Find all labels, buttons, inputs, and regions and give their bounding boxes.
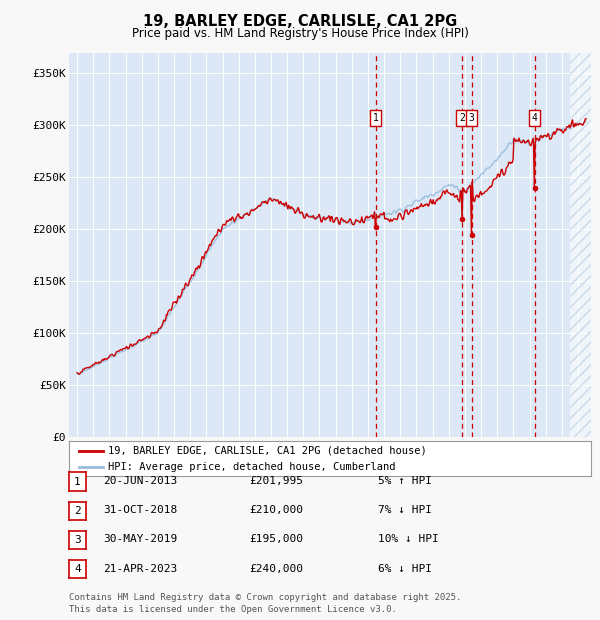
Bar bbox=[570, 53, 591, 437]
Text: 6% ↓ HPI: 6% ↓ HPI bbox=[378, 564, 432, 574]
Text: 20-JUN-2013: 20-JUN-2013 bbox=[103, 476, 178, 486]
Text: 7% ↓ HPI: 7% ↓ HPI bbox=[378, 505, 432, 515]
Text: 4: 4 bbox=[74, 564, 81, 574]
Text: Contains HM Land Registry data © Crown copyright and database right 2025.
This d: Contains HM Land Registry data © Crown c… bbox=[69, 593, 461, 614]
Text: £240,000: £240,000 bbox=[249, 564, 303, 574]
Text: 3: 3 bbox=[74, 535, 81, 545]
Text: 2: 2 bbox=[74, 506, 81, 516]
Text: 21-APR-2023: 21-APR-2023 bbox=[103, 564, 178, 574]
Text: £201,995: £201,995 bbox=[249, 476, 303, 486]
Text: 2: 2 bbox=[459, 113, 465, 123]
Text: 3: 3 bbox=[469, 113, 475, 123]
Text: 31-OCT-2018: 31-OCT-2018 bbox=[103, 505, 178, 515]
Text: 1: 1 bbox=[74, 477, 81, 487]
Text: Price paid vs. HM Land Registry's House Price Index (HPI): Price paid vs. HM Land Registry's House … bbox=[131, 27, 469, 40]
Text: 1: 1 bbox=[373, 113, 379, 123]
Text: 30-MAY-2019: 30-MAY-2019 bbox=[103, 534, 178, 544]
Text: 19, BARLEY EDGE, CARLISLE, CA1 2PG (detached house): 19, BARLEY EDGE, CARLISLE, CA1 2PG (deta… bbox=[108, 446, 427, 456]
Text: 19, BARLEY EDGE, CARLISLE, CA1 2PG: 19, BARLEY EDGE, CARLISLE, CA1 2PG bbox=[143, 14, 457, 29]
Text: 4: 4 bbox=[532, 113, 538, 123]
Text: HPI: Average price, detached house, Cumberland: HPI: Average price, detached house, Cumb… bbox=[108, 463, 395, 472]
Text: £210,000: £210,000 bbox=[249, 505, 303, 515]
Text: 5% ↑ HPI: 5% ↑ HPI bbox=[378, 476, 432, 486]
Text: £195,000: £195,000 bbox=[249, 534, 303, 544]
Text: 10% ↓ HPI: 10% ↓ HPI bbox=[378, 534, 439, 544]
